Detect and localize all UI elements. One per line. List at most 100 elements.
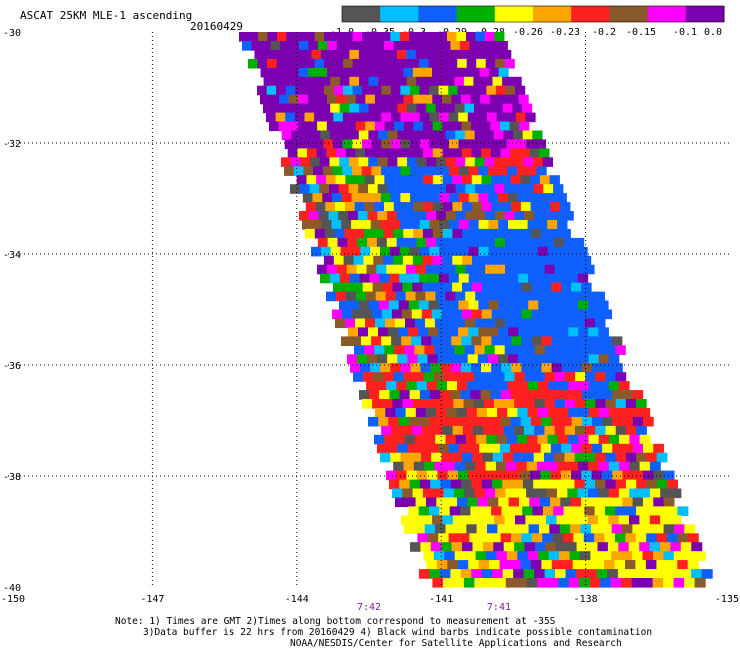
swath-cell	[411, 309, 423, 320]
swath-cell	[346, 67, 357, 78]
swath-cell	[684, 578, 696, 588]
swath-cell	[621, 578, 633, 588]
swath-cell	[656, 506, 668, 516]
swath-cell	[608, 381, 620, 391]
swath-cell	[449, 220, 460, 230]
swath-cell	[358, 130, 369, 141]
swath-cell	[615, 399, 627, 409]
swath-cell	[418, 569, 430, 579]
swath-cell	[467, 497, 479, 508]
swath-cell	[649, 488, 661, 499]
swath-cell	[439, 569, 451, 579]
swath-cell	[308, 41, 319, 51]
swath-cell	[541, 309, 553, 320]
swath-cell	[394, 121, 405, 132]
swath-cell	[436, 560, 448, 570]
swath-cell	[332, 166, 343, 176]
swath-cell	[502, 479, 514, 490]
swath-cell	[267, 32, 278, 42]
swath-cell	[612, 470, 624, 481]
swath-cell	[301, 103, 312, 114]
swath-cell	[439, 416, 450, 427]
swath-cell	[622, 470, 634, 481]
swath-cell	[351, 336, 362, 346]
swath-cell	[418, 506, 430, 516]
colorbar-segment	[533, 6, 572, 22]
swath-cell	[450, 479, 462, 490]
swath-cell	[538, 273, 549, 284]
swath-cell	[557, 461, 569, 472]
swath-cell	[656, 533, 668, 543]
swath-cell	[639, 408, 651, 418]
swath-cell	[554, 318, 566, 329]
swath-cell	[393, 41, 404, 51]
swath-cell	[560, 497, 572, 508]
swath-cell	[626, 452, 637, 463]
swath-cell	[557, 246, 568, 257]
swath-cell	[425, 49, 436, 60]
swath-cell	[498, 220, 509, 230]
swath-cell	[475, 551, 487, 561]
swath-cell	[541, 416, 552, 427]
swath-cell	[467, 85, 478, 96]
swath-cell	[296, 175, 307, 185]
swath-cell	[555, 542, 567, 552]
swath-cell	[514, 318, 526, 329]
x-tick-label: -144	[285, 594, 309, 605]
swath-cell	[538, 551, 550, 561]
swath-cell	[605, 506, 616, 516]
swath-cell	[619, 408, 630, 418]
swath-cell	[394, 94, 405, 105]
swath-cell	[428, 58, 439, 69]
swath-cell	[375, 408, 386, 418]
swath-cell	[403, 228, 414, 239]
swath-cell	[515, 85, 526, 96]
swath-cell	[400, 85, 411, 96]
swath-cell	[639, 488, 651, 499]
swath-cell	[305, 32, 316, 42]
swath-cell	[501, 175, 512, 185]
swath-cell	[387, 211, 398, 221]
swath-cell	[257, 32, 268, 42]
swath-cell	[448, 273, 460, 284]
swath-cell	[477, 354, 489, 364]
swath-cell	[333, 112, 344, 123]
swath-cell	[332, 193, 343, 203]
swath-cell	[464, 318, 476, 329]
y-tick-label: -34	[3, 250, 21, 261]
swath-cell	[598, 300, 609, 311]
swath-cell	[336, 148, 347, 158]
swath-cell	[281, 130, 292, 141]
swath-cell	[327, 41, 338, 51]
swath-cell	[501, 202, 512, 212]
swath-cell	[615, 479, 627, 490]
swath-cell	[674, 524, 685, 534]
swath-cell	[608, 408, 620, 418]
swath-cell	[478, 273, 490, 284]
swath-cell	[550, 443, 562, 454]
swath-cell	[437, 354, 449, 364]
swath-cell	[433, 551, 445, 561]
swath-cell	[333, 32, 344, 42]
swath-cell	[403, 67, 414, 78]
swath-cell	[310, 130, 321, 141]
swath-cell	[317, 121, 328, 132]
swath-cell	[588, 434, 600, 445]
swath-cell	[471, 569, 483, 579]
swath-cell	[632, 524, 644, 534]
swath-cell	[514, 372, 526, 382]
swath-cell	[467, 354, 479, 364]
swath-cell	[484, 157, 495, 167]
swath-cell	[495, 461, 507, 472]
swath-cell	[475, 264, 486, 275]
swath-cell	[684, 524, 696, 534]
swath-cell	[472, 452, 483, 463]
swath-cell	[500, 390, 512, 400]
swath-cell	[524, 211, 535, 221]
swath-cell	[341, 336, 352, 346]
swath-cell	[476, 58, 487, 69]
swath-cell	[541, 255, 552, 266]
swath-cell	[503, 452, 514, 463]
swath-cell	[643, 470, 654, 481]
swath-cell	[359, 390, 370, 400]
